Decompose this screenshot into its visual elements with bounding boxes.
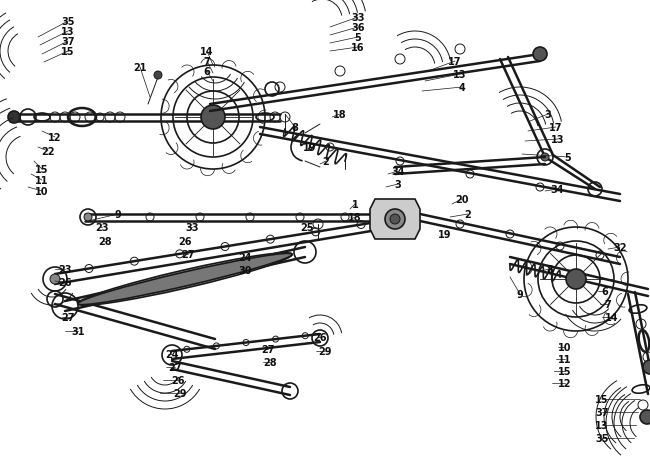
Text: 7: 7 xyxy=(203,57,211,67)
Text: 19: 19 xyxy=(438,230,452,239)
Text: 15: 15 xyxy=(35,165,49,175)
Text: 30: 30 xyxy=(239,265,252,275)
Text: 3: 3 xyxy=(395,180,402,189)
Text: 15: 15 xyxy=(61,47,75,57)
Text: 35: 35 xyxy=(61,17,75,27)
Text: 14: 14 xyxy=(605,313,619,322)
Text: 21: 21 xyxy=(133,63,147,73)
Text: 19: 19 xyxy=(304,143,317,153)
Text: 32: 32 xyxy=(613,243,627,252)
Text: 15: 15 xyxy=(558,366,572,376)
Text: 12: 12 xyxy=(48,133,62,143)
Text: 6: 6 xyxy=(203,67,211,77)
Text: 37: 37 xyxy=(61,37,75,47)
Circle shape xyxy=(84,213,92,221)
Text: 10: 10 xyxy=(558,342,572,352)
Text: 20: 20 xyxy=(455,194,469,205)
Text: 2: 2 xyxy=(322,156,330,167)
Text: 17: 17 xyxy=(549,123,563,133)
Text: 13: 13 xyxy=(453,70,467,80)
Text: 18: 18 xyxy=(348,213,362,223)
Text: 26: 26 xyxy=(171,375,185,385)
Text: 27: 27 xyxy=(261,344,275,354)
Circle shape xyxy=(50,275,60,284)
Text: 11: 11 xyxy=(35,175,49,186)
Text: 34: 34 xyxy=(551,185,564,194)
Text: 18: 18 xyxy=(333,110,347,120)
Circle shape xyxy=(643,360,650,374)
Text: 27: 27 xyxy=(181,250,195,259)
Text: 6: 6 xyxy=(602,287,608,296)
Text: 22: 22 xyxy=(41,147,55,156)
Text: 26: 26 xyxy=(313,332,327,342)
Text: 34: 34 xyxy=(391,167,405,176)
Text: 24: 24 xyxy=(165,349,179,359)
Circle shape xyxy=(640,410,650,424)
Text: 28: 28 xyxy=(263,357,277,367)
Circle shape xyxy=(390,214,400,225)
Text: 8: 8 xyxy=(292,123,298,133)
Text: 26: 26 xyxy=(58,277,72,288)
Text: 13: 13 xyxy=(61,27,75,37)
Text: 29: 29 xyxy=(174,388,187,398)
Ellipse shape xyxy=(78,254,292,305)
Text: 26: 26 xyxy=(178,237,192,246)
Text: 17: 17 xyxy=(448,57,461,67)
Circle shape xyxy=(201,106,225,130)
Text: 33: 33 xyxy=(185,223,199,232)
Text: 10: 10 xyxy=(35,187,49,197)
Text: 29: 29 xyxy=(318,346,332,356)
Text: 24: 24 xyxy=(239,252,252,263)
Text: 28: 28 xyxy=(98,237,112,246)
Text: 8: 8 xyxy=(547,264,553,275)
Ellipse shape xyxy=(78,253,292,306)
Circle shape xyxy=(541,154,549,162)
Text: 16: 16 xyxy=(351,43,365,53)
Text: 5: 5 xyxy=(565,153,571,163)
Text: 13: 13 xyxy=(551,135,565,144)
Text: 3: 3 xyxy=(545,110,551,120)
Text: 33: 33 xyxy=(351,13,365,23)
Text: 2: 2 xyxy=(465,210,471,219)
Text: 13: 13 xyxy=(595,420,609,430)
Circle shape xyxy=(533,48,547,62)
Text: 14: 14 xyxy=(200,47,214,57)
Circle shape xyxy=(8,112,20,124)
Text: 1: 1 xyxy=(352,200,358,210)
Text: 25: 25 xyxy=(300,223,314,232)
Text: 37: 37 xyxy=(595,407,609,417)
Text: 27: 27 xyxy=(61,313,75,322)
Text: 15: 15 xyxy=(595,394,609,404)
Text: 9: 9 xyxy=(114,210,122,219)
Text: 5: 5 xyxy=(355,33,361,43)
Text: 35: 35 xyxy=(595,433,609,443)
Text: 12: 12 xyxy=(558,378,572,388)
Polygon shape xyxy=(370,200,420,239)
Text: 23: 23 xyxy=(58,264,72,275)
Text: 23: 23 xyxy=(96,223,109,232)
Text: 36: 36 xyxy=(351,23,365,33)
Circle shape xyxy=(385,210,405,230)
Circle shape xyxy=(154,72,162,80)
Text: 4: 4 xyxy=(459,83,465,93)
Text: 27: 27 xyxy=(168,362,182,372)
Text: 11: 11 xyxy=(558,354,572,364)
Text: 7: 7 xyxy=(604,300,612,309)
Text: 31: 31 xyxy=(72,326,84,336)
Text: 9: 9 xyxy=(517,289,523,300)
Circle shape xyxy=(566,269,586,289)
